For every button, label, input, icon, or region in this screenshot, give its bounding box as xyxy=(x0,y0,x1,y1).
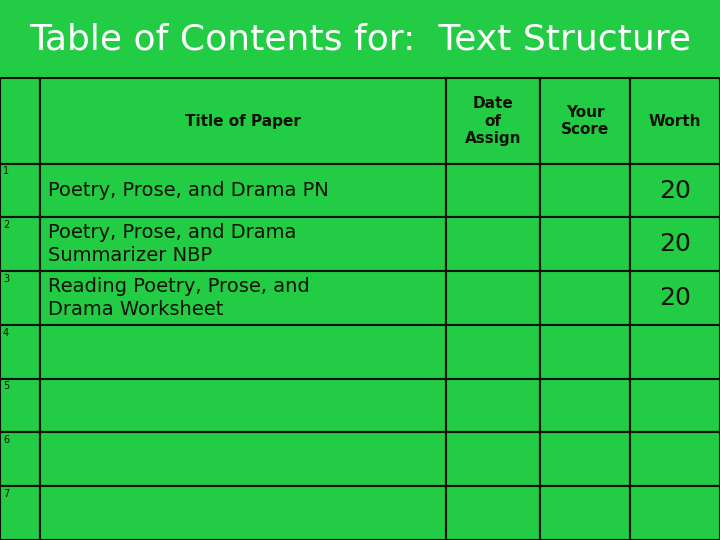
Bar xyxy=(630,325,720,379)
Bar xyxy=(0,325,40,379)
Text: 4: 4 xyxy=(3,328,9,338)
Bar xyxy=(446,218,540,271)
Text: Poetry, Prose, and Drama
Summarizer NBP: Poetry, Prose, and Drama Summarizer NBP xyxy=(48,224,297,265)
Bar xyxy=(630,164,720,218)
Bar xyxy=(540,325,630,379)
Bar xyxy=(40,486,446,540)
Bar xyxy=(0,164,40,218)
Bar xyxy=(446,325,540,379)
Text: 6: 6 xyxy=(3,435,9,445)
Bar xyxy=(0,379,40,433)
Bar xyxy=(630,218,720,271)
Bar xyxy=(40,78,446,164)
Bar xyxy=(40,271,446,325)
Bar xyxy=(40,218,446,271)
Bar xyxy=(540,433,630,486)
Bar xyxy=(630,486,720,540)
Bar xyxy=(630,379,720,433)
Text: 20: 20 xyxy=(659,179,691,202)
Text: 5: 5 xyxy=(3,381,9,391)
Bar xyxy=(0,218,40,271)
Text: Title of Paper: Title of Paper xyxy=(185,113,301,129)
Text: 7: 7 xyxy=(3,489,9,499)
Text: 3: 3 xyxy=(3,274,9,284)
Text: Your
Score: Your Score xyxy=(561,105,609,137)
Bar xyxy=(446,271,540,325)
Bar xyxy=(540,271,630,325)
Bar xyxy=(446,379,540,433)
Bar xyxy=(0,433,40,486)
Text: 20: 20 xyxy=(659,286,691,310)
Text: Date
of
Assign: Date of Assign xyxy=(465,96,521,146)
Bar xyxy=(446,433,540,486)
Bar xyxy=(630,78,720,164)
Bar xyxy=(446,78,540,164)
Text: Poetry, Prose, and Drama PN: Poetry, Prose, and Drama PN xyxy=(48,181,329,200)
Bar xyxy=(540,164,630,218)
Text: Table of Contents for:  Text Structure: Table of Contents for: Text Structure xyxy=(29,22,691,56)
Bar xyxy=(630,433,720,486)
Bar xyxy=(40,164,446,218)
Text: Reading Poetry, Prose, and
Drama Worksheet: Reading Poetry, Prose, and Drama Workshe… xyxy=(48,277,310,319)
Bar xyxy=(540,218,630,271)
Bar xyxy=(0,271,40,325)
Text: Worth: Worth xyxy=(649,113,701,129)
Bar xyxy=(446,486,540,540)
Text: 1: 1 xyxy=(3,166,9,177)
Text: 20: 20 xyxy=(659,232,691,256)
Text: 2: 2 xyxy=(3,220,9,230)
Bar xyxy=(540,486,630,540)
Bar xyxy=(0,486,40,540)
Bar xyxy=(540,379,630,433)
Bar xyxy=(40,379,446,433)
Bar xyxy=(40,433,446,486)
Bar xyxy=(540,78,630,164)
Bar xyxy=(0,78,40,164)
Bar xyxy=(40,325,446,379)
Bar xyxy=(630,271,720,325)
Bar xyxy=(446,164,540,218)
